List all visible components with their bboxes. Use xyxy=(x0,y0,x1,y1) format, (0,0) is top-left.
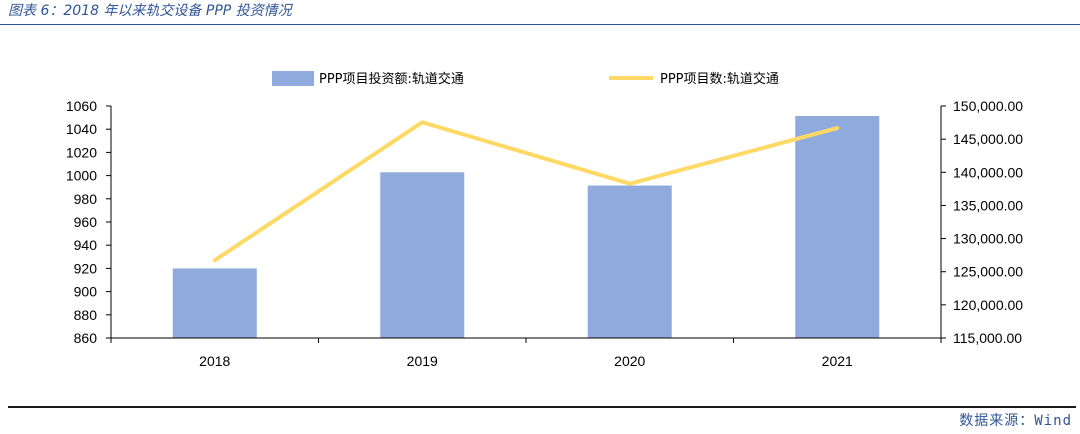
y-right-tick-label: 130,000.00 xyxy=(953,231,1023,247)
y-right-tick-label: 125,000.00 xyxy=(953,264,1023,280)
y-left-tick-label: 920 xyxy=(74,260,98,276)
bar-2019 xyxy=(380,172,465,338)
y-right-tick-label: 150,000.00 xyxy=(953,98,1023,114)
y-left-tick-label: 1020 xyxy=(66,144,97,160)
y-right-tick-label: 140,000.00 xyxy=(953,164,1023,180)
y-left-tick-label: 880 xyxy=(74,307,98,323)
y-right-tick-label: 135,000.00 xyxy=(953,197,1023,213)
y-left-tick-label: 940 xyxy=(74,237,98,253)
bar-2020 xyxy=(587,185,672,338)
bar-2018 xyxy=(172,268,257,338)
x-tick-label: 2021 xyxy=(822,353,853,369)
title-divider xyxy=(0,24,1080,25)
x-tick-label: 2019 xyxy=(407,353,438,369)
line-series xyxy=(212,120,840,263)
y-right-tick-label: 120,000.00 xyxy=(953,297,1023,313)
y-left-tick-label: 960 xyxy=(74,214,98,230)
bottom-divider xyxy=(8,406,1076,408)
figure-title: 图表 6：2018 年以来轨交设备 PPP 投资情况 xyxy=(8,3,292,19)
y-left-tick-label: 1000 xyxy=(66,168,97,184)
x-tick-label: 2020 xyxy=(614,353,645,369)
bars-layer xyxy=(172,115,880,338)
y-left-tick-label: 860 xyxy=(74,330,98,346)
y-left-tick-label: 900 xyxy=(74,284,98,300)
legend-bar-label: PPP项目投资额:轨道交通 xyxy=(319,71,464,87)
x-tick-label: 2018 xyxy=(199,353,230,369)
source-note: 数据来源：Wind xyxy=(959,413,1072,429)
y-left-tick-label: 1040 xyxy=(66,121,97,137)
legend-line-label: PPP项目数:轨道交通 xyxy=(660,71,779,87)
y-right-tick-label: 115,000.00 xyxy=(953,330,1022,346)
bar-2021 xyxy=(795,115,880,338)
legend-bar-swatch xyxy=(272,71,314,86)
legend: PPP项目投资额:轨道交通 PPP项目数:轨道交通 xyxy=(272,71,779,87)
y-right-tick-label: 145,000.00 xyxy=(953,131,1023,147)
y-left-tick-label: 1060 xyxy=(66,98,97,114)
axes-layer: 1060 1040 1020 1000 980 960 940 920 900 880 860 150… xyxy=(66,98,1023,369)
line-layer xyxy=(212,120,840,263)
y-left-tick-label: 980 xyxy=(74,191,98,207)
